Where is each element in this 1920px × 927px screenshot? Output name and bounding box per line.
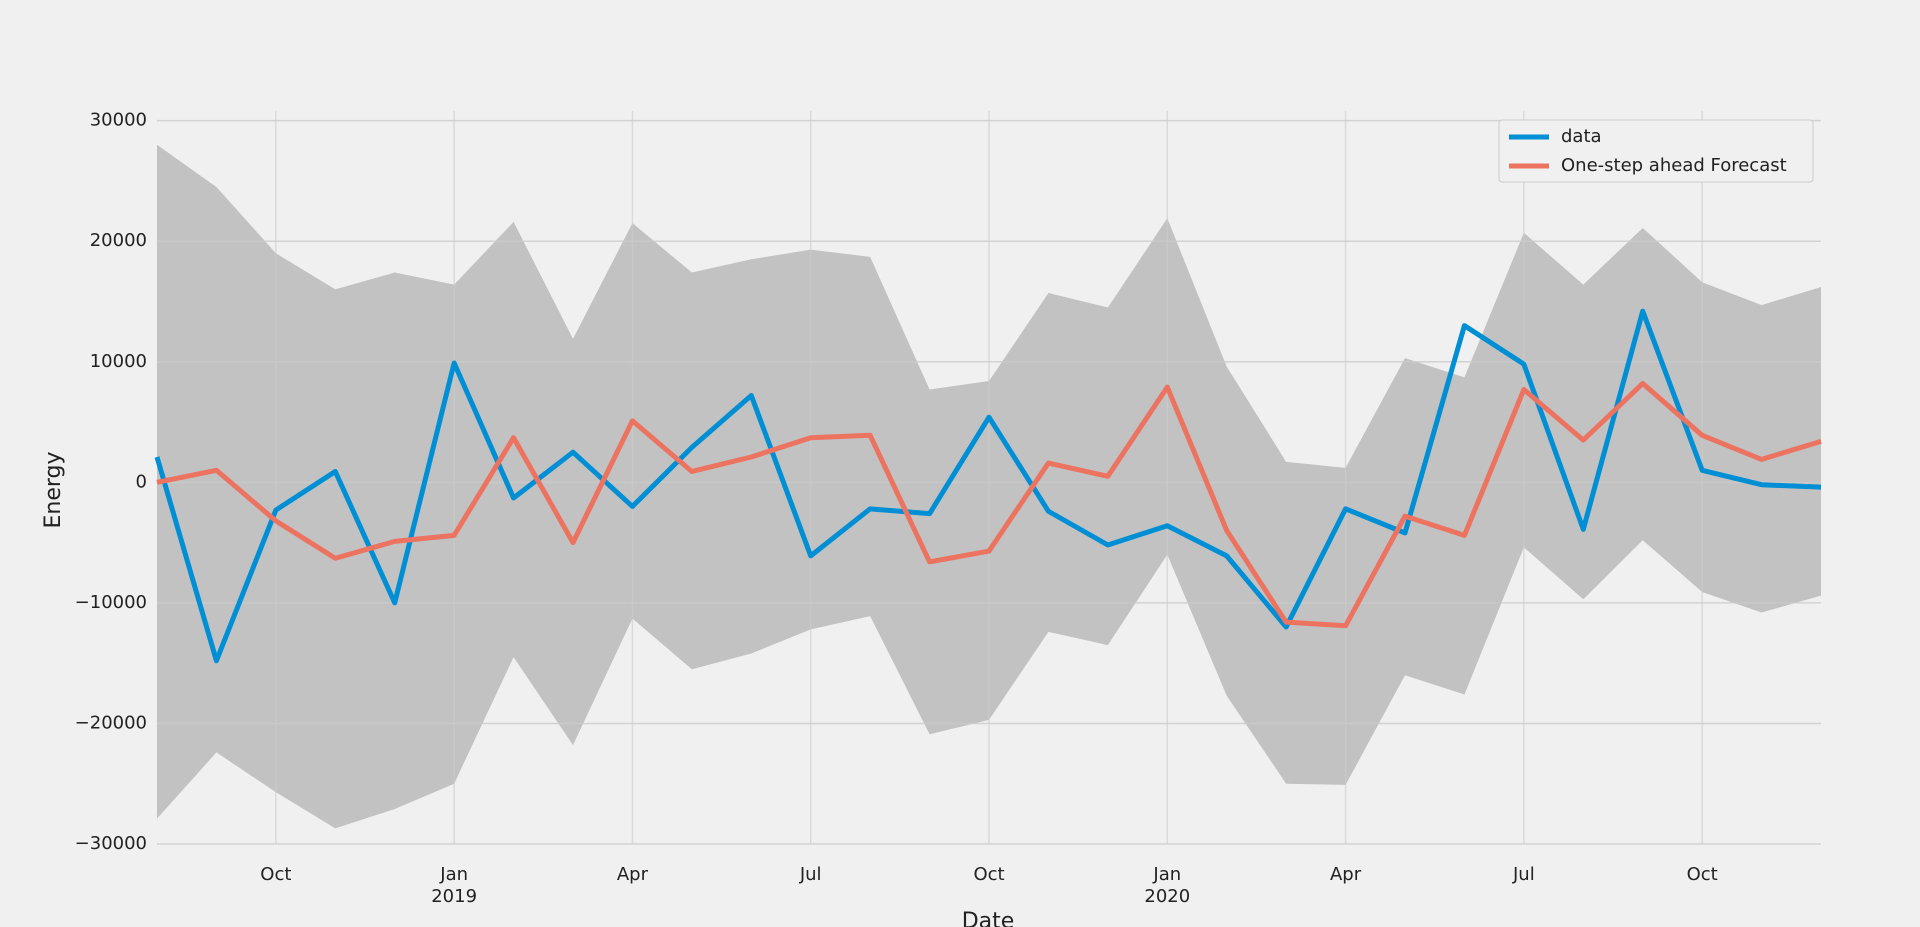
line-series bbox=[154, 308, 1822, 664]
x-tick-label: Apr bbox=[1329, 864, 1362, 885]
y-tick-label: 20000 bbox=[90, 230, 147, 251]
y-tick-label: 30000 bbox=[90, 110, 147, 131]
legend-frame bbox=[1498, 119, 1814, 183]
x-axis-label: Date bbox=[962, 909, 1015, 927]
line-series bbox=[156, 380, 1822, 629]
x-tick-label: Jul bbox=[1512, 864, 1535, 885]
x-tick-label: Oct bbox=[1686, 864, 1718, 885]
legend-label: data bbox=[1561, 126, 1602, 147]
x-tick-label: Oct bbox=[260, 864, 292, 885]
x-tick-label: Oct bbox=[973, 864, 1005, 885]
y-tick-label: 0 bbox=[136, 471, 147, 492]
y-tick-label: −10000 bbox=[75, 592, 147, 613]
y-tick-label: −30000 bbox=[75, 833, 147, 854]
y-tick-label: −20000 bbox=[75, 712, 147, 733]
x-tick-label: Jan 2019 bbox=[431, 864, 478, 907]
x-tick-label: Apr bbox=[616, 864, 648, 885]
y-tick-label: 10000 bbox=[90, 351, 147, 372]
y-axis-label: Energy bbox=[41, 451, 66, 528]
legend: data One-step ahead Forecast bbox=[1498, 119, 1814, 183]
x-tick-label: Jul bbox=[799, 864, 822, 885]
legend-label: One-step ahead Forecast bbox=[1561, 155, 1787, 176]
x-tick-label: Jan 2020 bbox=[1144, 864, 1191, 907]
